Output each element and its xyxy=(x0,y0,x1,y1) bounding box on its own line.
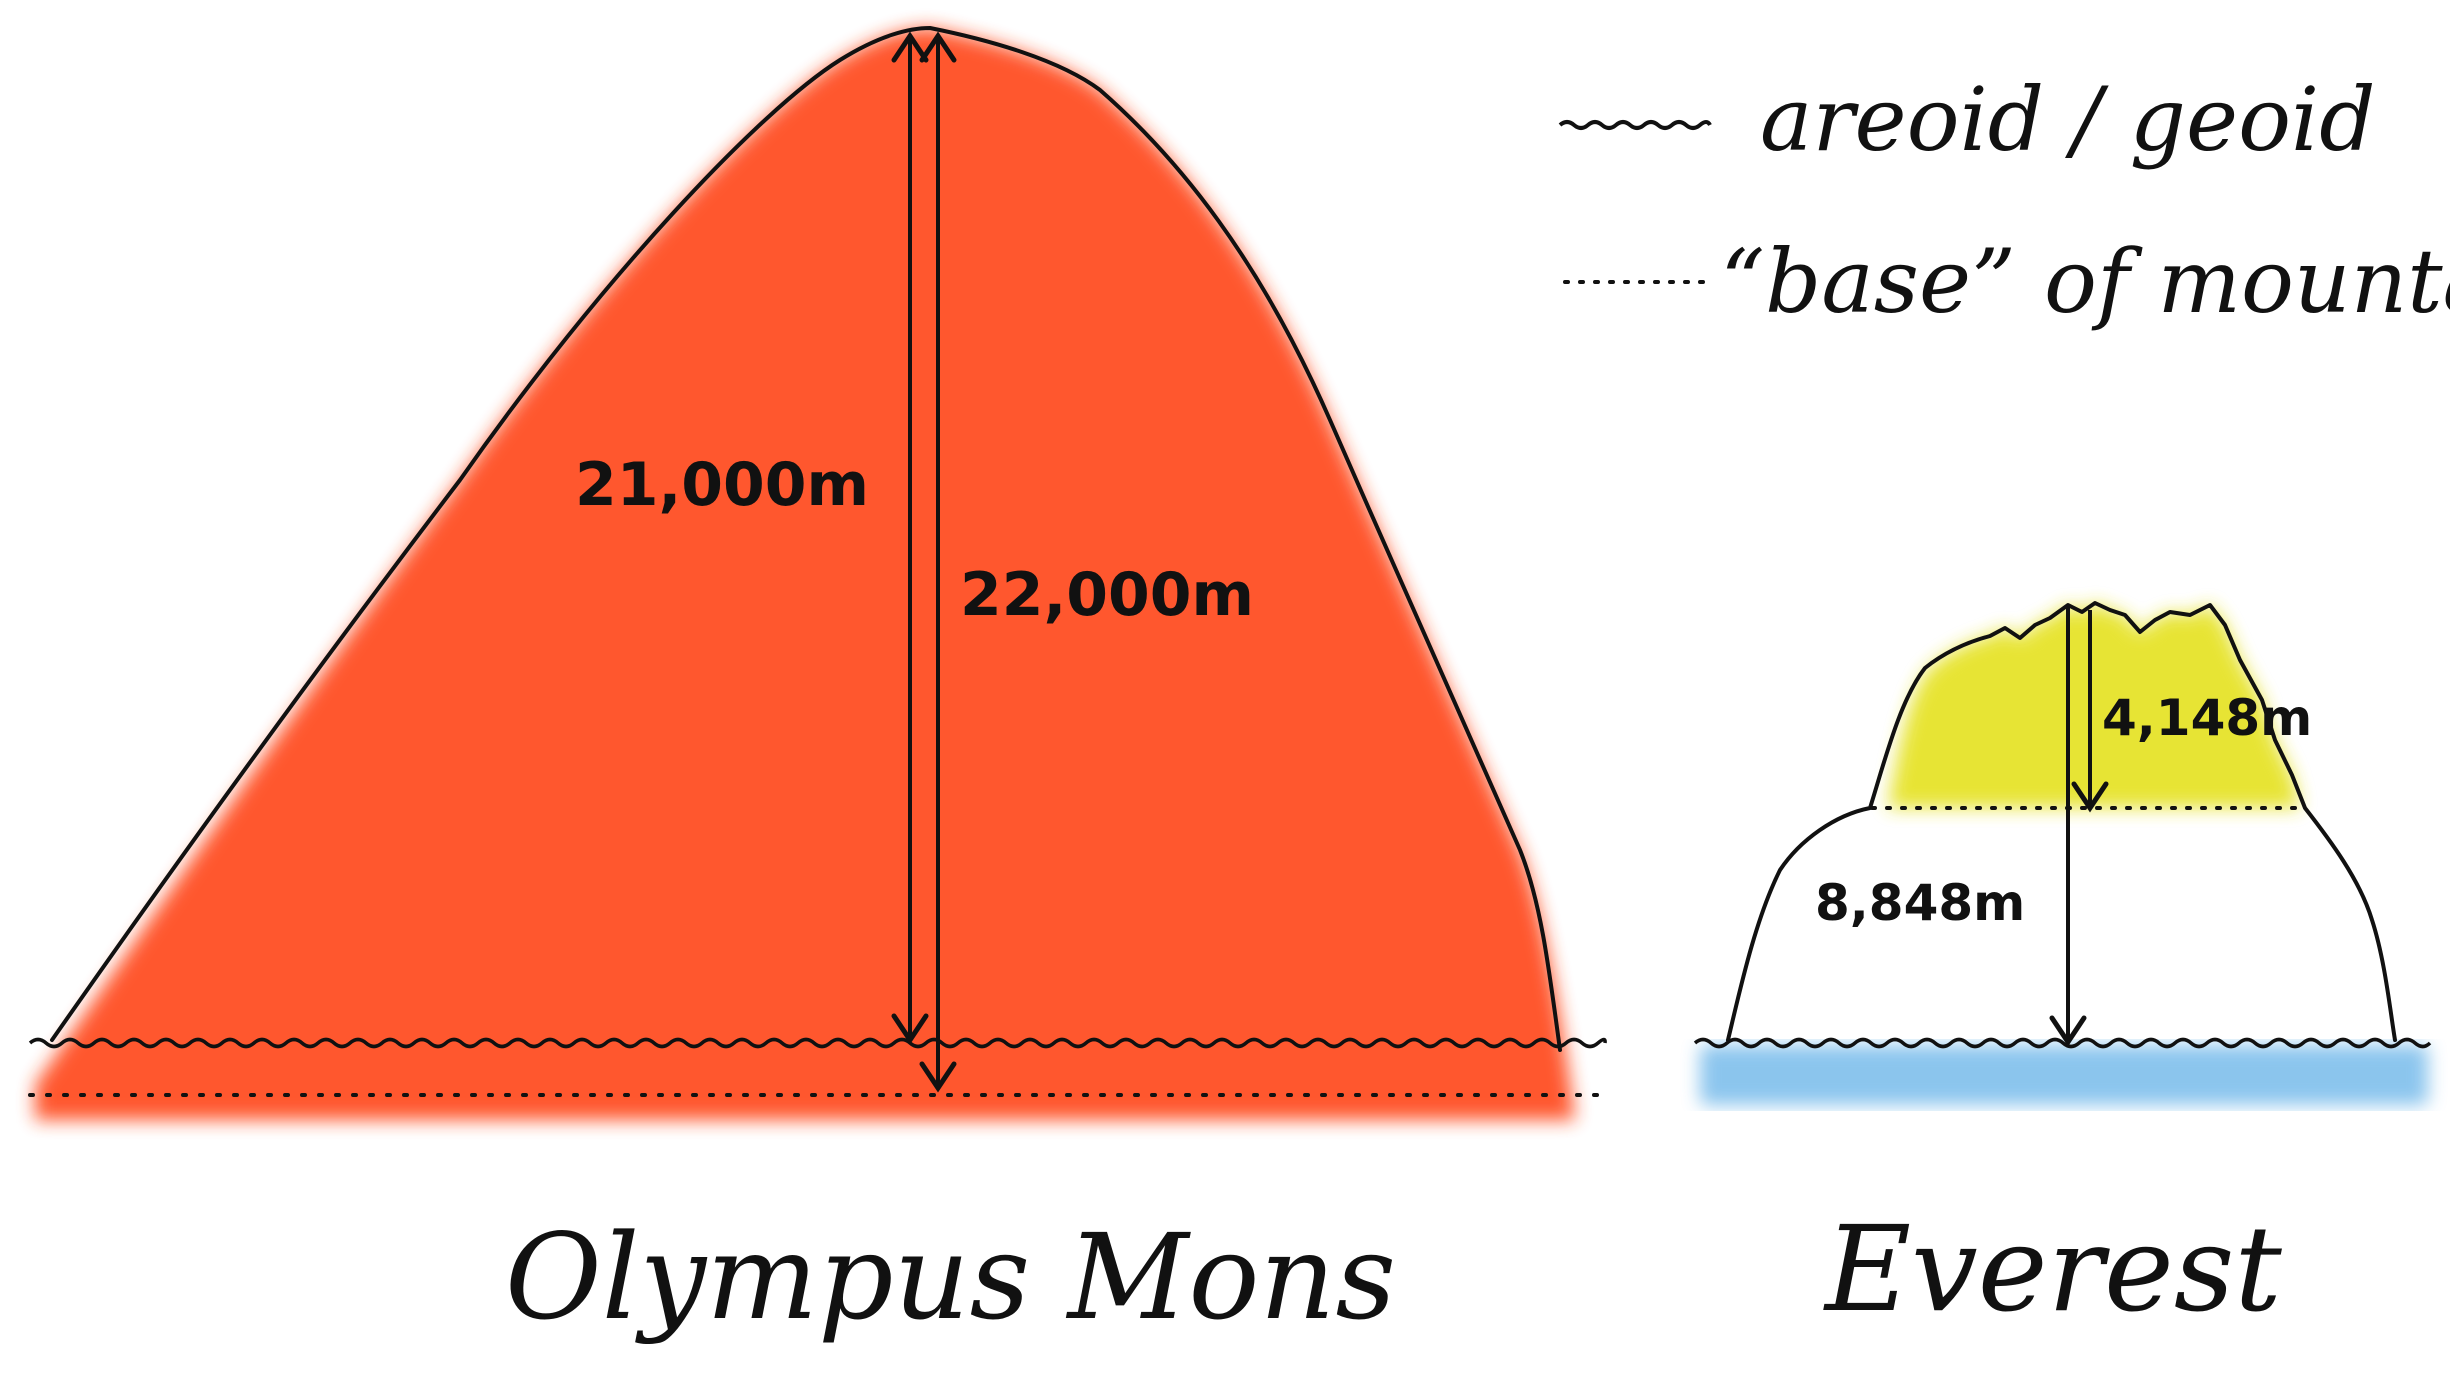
olympus-mons-title: Olympus Mons xyxy=(505,1208,1396,1346)
legend-areoid-label: areoid / geoid xyxy=(1760,68,2376,171)
everest-group: 4,148m 8,848m Everest xyxy=(1693,601,2432,1338)
everest-title: Everest xyxy=(1823,1200,2282,1338)
olympus-height-above-base-label: 22,000m xyxy=(960,560,1254,630)
everest-height-above-geoid-label: 8,848m xyxy=(1815,874,2025,932)
legend-base-label: “base” of mountain xyxy=(1720,230,2450,333)
everest-summit-fill xyxy=(1888,603,2300,808)
olympus-mons-group: 21,000m 22,000m Olympus Mons xyxy=(28,25,1607,1346)
legend-areoid-symbol xyxy=(1558,120,1712,130)
everest-outline xyxy=(1726,601,2397,1042)
everest-water xyxy=(1700,1045,2428,1105)
olympus-areoid-line xyxy=(28,1037,1607,1049)
olympus-fill xyxy=(35,28,1575,1120)
everest-height-above-base-label: 4,148m xyxy=(2102,689,2312,747)
olympus-height-above-areoid-label: 21,000m xyxy=(575,450,869,520)
legend: areoid / geoid “base” of mountain xyxy=(1558,68,2450,333)
olympus-outline xyxy=(50,25,1562,1052)
